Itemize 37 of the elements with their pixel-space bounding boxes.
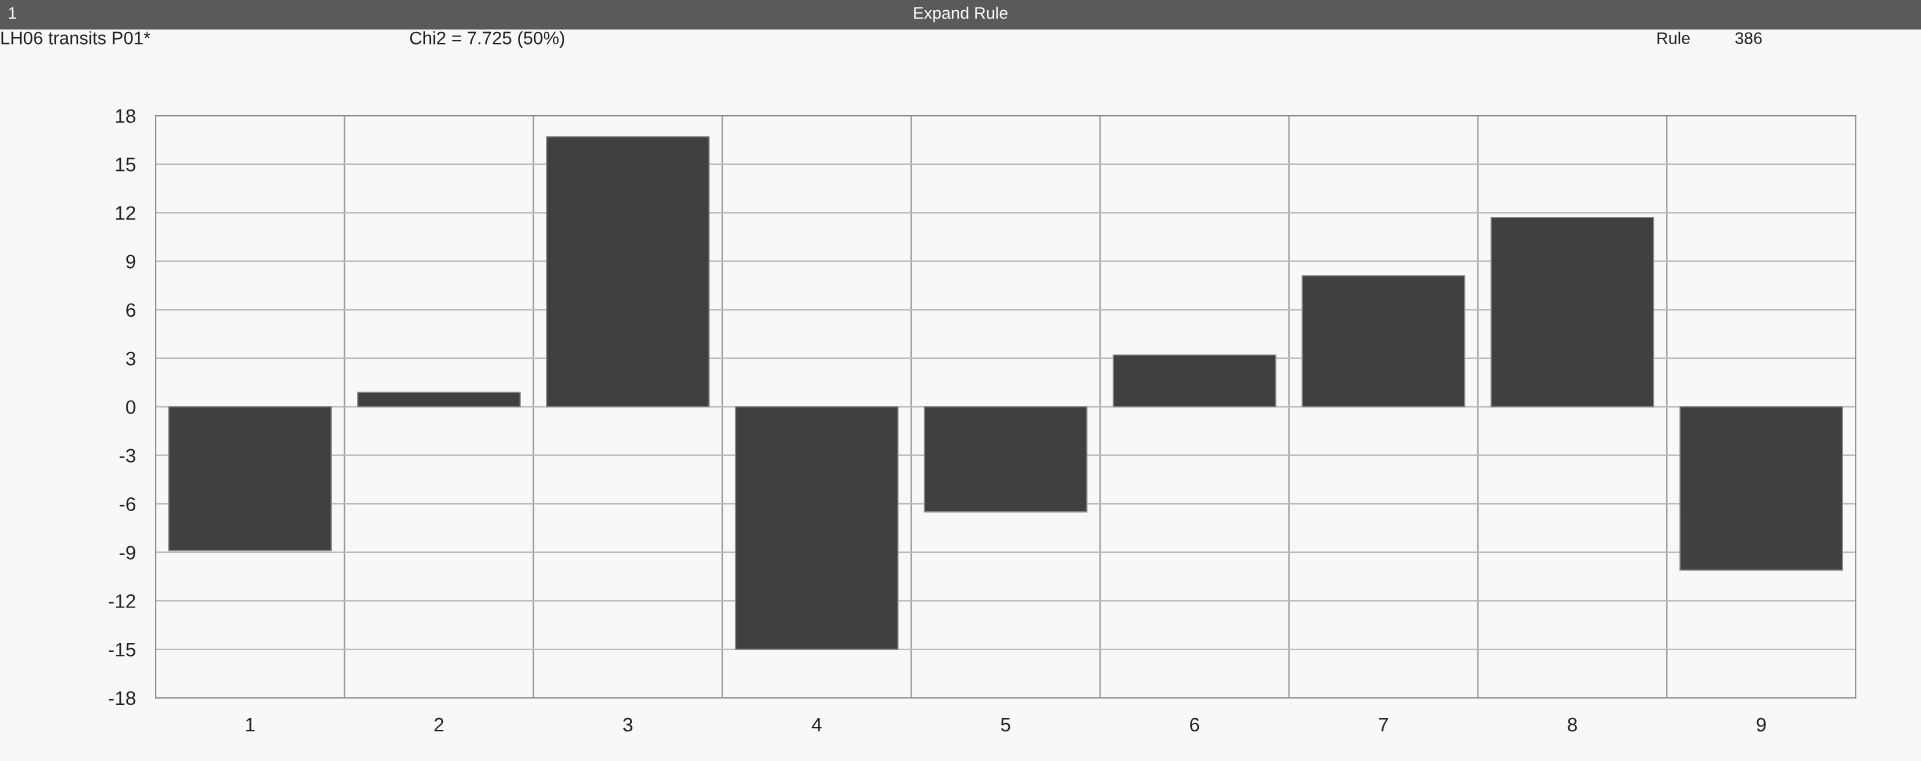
y-tick-label: -15: [108, 642, 136, 657]
y-tick-label: -12: [108, 594, 136, 608]
bar: [1112, 354, 1277, 408]
x-tick-label: 6: [1190, 717, 1200, 732]
bar: [168, 406, 332, 552]
chart-subtitle: Chi2 = 7.725 (50%): [410, 31, 565, 48]
y-tick-label: 6: [126, 303, 136, 317]
y-tick-label: 3: [126, 351, 136, 366]
bar: [546, 136, 710, 408]
bar: [1490, 216, 1655, 408]
text: Rule: [1657, 31, 1690, 45]
y-tick-label: 18: [116, 109, 136, 123]
x-tick-label: 5: [1001, 718, 1011, 732]
y-tick-label: 15: [116, 157, 136, 172]
bar: [1301, 275, 1466, 408]
x-tick-label: 4: [811, 718, 822, 732]
text: 386: [1735, 32, 1762, 45]
x-tick-label: 2: [434, 717, 444, 732]
bar: [1679, 406, 1844, 571]
chart-title: LH06 transits P01*: [1, 31, 151, 45]
x-tick-label: 8: [1567, 717, 1577, 732]
y-tick-label: 12: [116, 206, 136, 220]
y-tick-label: -6: [119, 497, 136, 512]
x-tick-label: 3: [623, 717, 633, 732]
text: Expand Rule: [914, 6, 1008, 23]
y-tick-label: -3: [119, 448, 136, 463]
bar: [734, 406, 899, 650]
y-tick-label: 9: [126, 254, 136, 269]
text: 1: [8, 7, 17, 19]
y-tick-label: 0: [126, 400, 136, 414]
bar: [357, 391, 521, 408]
x-tick-label: 1: [246, 718, 255, 732]
y-tick-label: -18: [108, 691, 136, 706]
x-tick-label: 9: [1756, 717, 1766, 732]
x-tick-label: 7: [1379, 718, 1388, 732]
y-tick-label: -9: [119, 545, 136, 560]
bar: [923, 406, 1088, 513]
